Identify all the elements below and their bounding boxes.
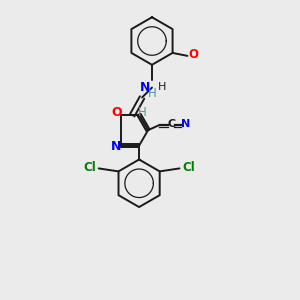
Text: O: O [188,48,198,62]
Text: N: N [111,140,122,153]
Text: H: H [148,87,156,100]
Text: N: N [181,119,190,129]
Text: O: O [111,106,122,119]
Text: Cl: Cl [83,161,96,174]
Text: Cl: Cl [182,161,195,174]
Text: H: H [158,82,166,92]
Text: C: C [168,119,176,129]
Text: N: N [140,81,150,94]
Text: H: H [138,106,146,119]
